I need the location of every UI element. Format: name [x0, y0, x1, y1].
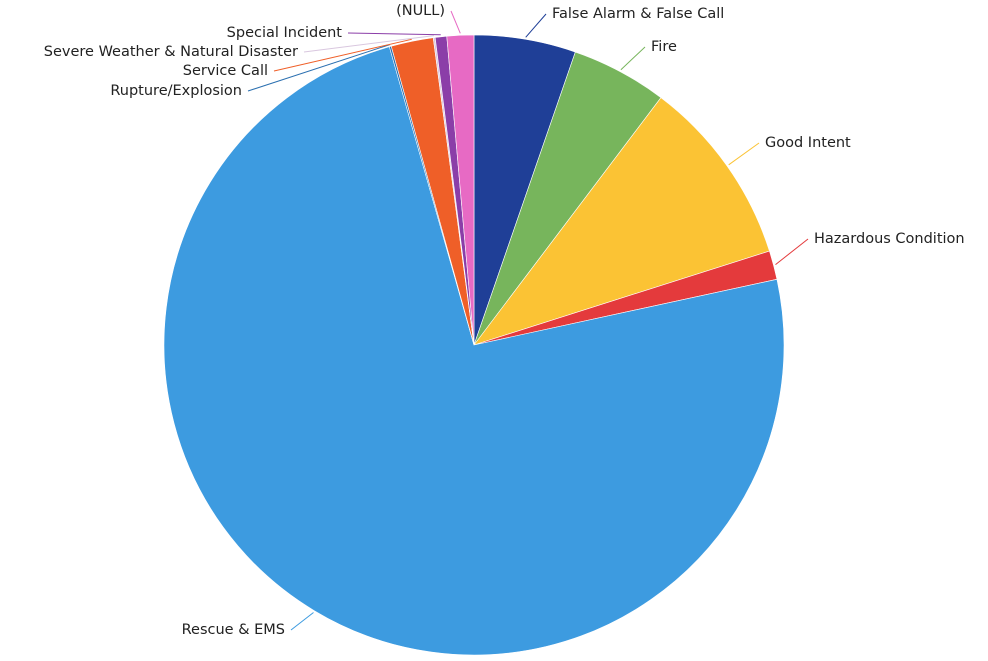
leader-lines: [247, 10, 809, 631]
leader-line-special-incident: [347, 32, 441, 36]
slice-label-rupture-explosion: Rupture/Explosion: [110, 83, 242, 99]
pie-slice-good-intent[interactable]: [473, 97, 770, 346]
leader-line-severe-weather-natural-disaster: [303, 35, 434, 53]
leader-line-service-call: [273, 38, 412, 72]
slice-label-null: (NULL): [396, 3, 445, 19]
slice-label-rescue-ems: Rescue & EMS: [182, 622, 285, 638]
slice-label-good-intent: Good Intent: [765, 135, 851, 151]
slice-label-fire: Fire: [651, 39, 677, 55]
leader-line-false-alarm-false-call: [525, 13, 547, 38]
pie-slices: [163, 34, 785, 656]
slice-label-false-alarm-false-call: False Alarm & False Call: [552, 6, 724, 22]
pie-slice-null[interactable]: [446, 34, 475, 346]
slice-labels: False Alarm & False Call Fire Good Intent H…: [44, 3, 965, 638]
leader-line-fire: [620, 46, 646, 71]
slice-label-special-incident: Special Incident: [227, 25, 343, 41]
leader-line-hazardous-condition: [775, 238, 809, 265]
leader-line-null: [450, 10, 461, 34]
leader-line-rupture-explosion: [247, 44, 390, 92]
leader-line-rescue-ems: [290, 612, 314, 631]
pie-slice-rescue-ems[interactable]: [163, 46, 785, 656]
slice-label-severe-weather-natural-disaster: Severe Weather & Natural Disaster: [44, 44, 298, 60]
slice-label-hazardous-condition: Hazardous Condition: [814, 231, 965, 247]
slice-label-service-call: Service Call: [183, 63, 268, 79]
leader-line-good-intent: [728, 142, 760, 166]
